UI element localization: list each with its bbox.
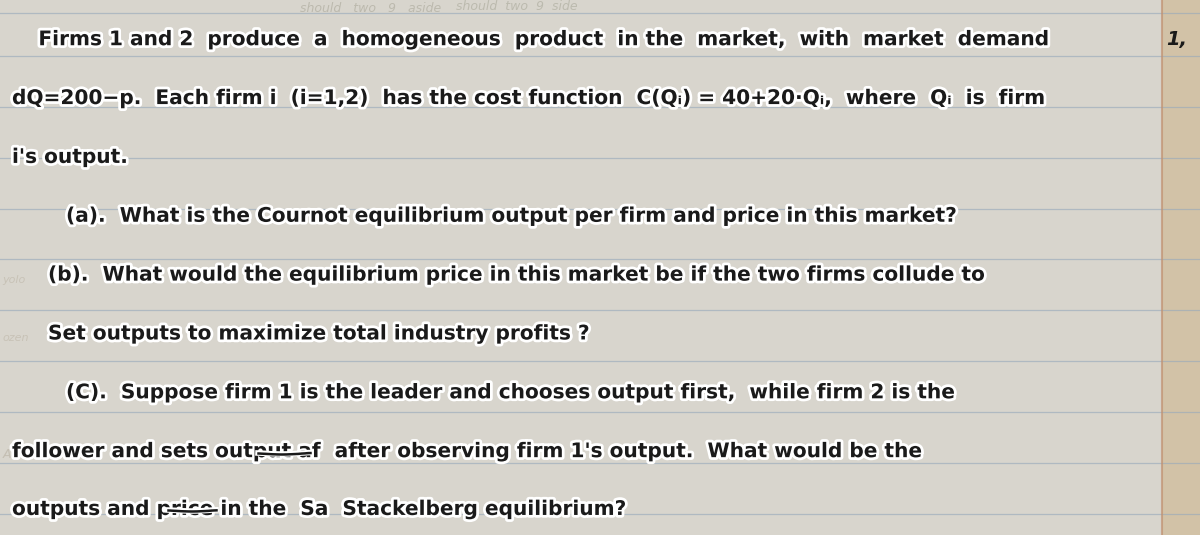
Text: yolo: yolo bbox=[2, 274, 25, 285]
Text: (C).  Suppose firm 1 is the leader and chooses output first,  while firm 2 is th: (C). Suppose firm 1 is the leader and ch… bbox=[66, 383, 958, 402]
Bar bbox=[1162, 0, 1200, 535]
Text: follower and sets output af  after observing firm 1's output.  What would be the: follower and sets output af after observ… bbox=[12, 442, 924, 461]
Text: ozen: ozen bbox=[2, 333, 29, 343]
Text: (a).  What is the Cournot equilibrium output per firm and price in this market?: (a). What is the Cournot equilibrium out… bbox=[66, 207, 959, 226]
Text: dQ=200−p.  Each firm i  (i=1,2)  has the cost function  C(Qᵢ) = 40+20·Qᵢ,  where: dQ=200−p. Each firm i (i=1,2) has the co… bbox=[12, 89, 1046, 108]
Text: (b).  What would the equilibrium price in this market be if the two firms collud: (b). What would the equilibrium price in… bbox=[48, 265, 988, 285]
Text: i's output.: i's output. bbox=[12, 148, 128, 167]
Text: Set outputs to maximize total industry profits ?: Set outputs to maximize total industry p… bbox=[48, 324, 592, 343]
Text: outputs and price in the  Sa  Stackelberg equilibrium?: outputs and price in the Sa Stackelberg … bbox=[12, 500, 629, 519]
Text: should   two   9   aside: should two 9 aside bbox=[300, 2, 442, 15]
Text: should  two  9  side: should two 9 side bbox=[456, 1, 577, 13]
Text: 1,: 1, bbox=[1166, 30, 1187, 49]
Text: Firms 1 and 2  produce  a  homogeneous  product  in the  market,  with  market  : Firms 1 and 2 produce a homogeneous prod… bbox=[38, 30, 1051, 49]
Text: A: A bbox=[2, 448, 11, 461]
